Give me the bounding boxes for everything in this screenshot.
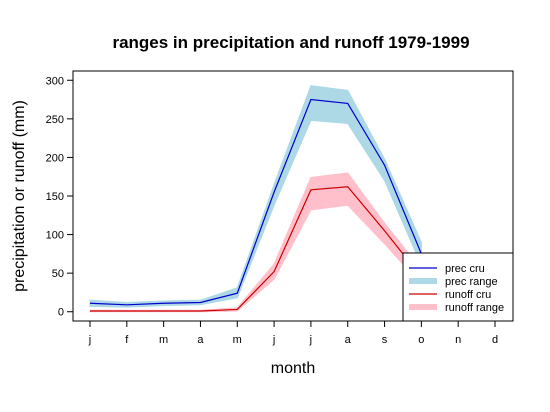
legend-label-runoff-range: runoff range (445, 302, 504, 314)
x-tick-label: j (88, 334, 91, 346)
x-axis-label: month (271, 360, 315, 377)
legend-label-prec-range: prec range (445, 276, 498, 288)
x-tick-label: n (455, 334, 461, 346)
x-tick-label: f (125, 334, 129, 346)
range-bands (89, 85, 422, 313)
x-tick-label: m (159, 334, 168, 346)
line-prec-cru (89, 98, 422, 306)
x-tick-label: m (233, 334, 242, 346)
x-tick-label: a (345, 334, 352, 346)
y-tick-label: 300 (46, 75, 64, 87)
band-prec-range (89, 85, 422, 308)
y-tick-label: 200 (46, 152, 64, 164)
x-tick-label: o (418, 334, 424, 346)
x-tick-label: a (197, 334, 204, 346)
series-lines (89, 98, 422, 312)
x-tick-label: d (492, 334, 498, 346)
x-tick-label: j (309, 334, 312, 346)
line-runoff-cru (90, 186, 422, 312)
y-tick-label: 150 (46, 191, 64, 203)
y-tick-label: 50 (52, 268, 64, 280)
y-axis: 0 50 100 150 200 250 300 (46, 75, 74, 319)
legend-label-runoff-cru: runoff cru (445, 289, 491, 301)
x-tick-label: s (382, 334, 388, 346)
y-tick-label: 100 (46, 230, 64, 242)
y-tick-label: 0 (58, 307, 64, 319)
legend-label-prec-cru: prec cru (445, 263, 485, 275)
x-tick-label: j (272, 334, 275, 346)
y-axis-label: precipitation or runoff (mm) (11, 100, 28, 292)
chart-title: ranges in precipitation and runoff 1979-… (112, 33, 469, 52)
y-tick-label: 250 (46, 114, 64, 126)
